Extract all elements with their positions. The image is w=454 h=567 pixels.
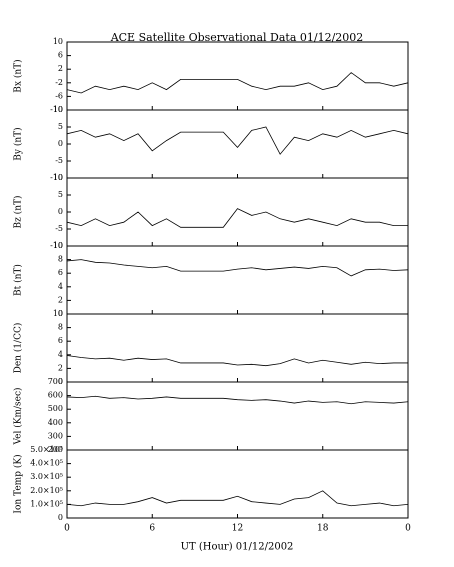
y-tick-label: 2 <box>58 363 63 372</box>
panel-frame <box>66 313 409 383</box>
y-tick-label: 1.0×10⁵ <box>30 499 63 508</box>
y-tick-label: 0 <box>58 207 63 216</box>
y-axis-label: Bx (nT) <box>13 59 24 92</box>
y-tick-label: 10 <box>53 105 63 114</box>
y-tick-label: 300 <box>48 431 63 440</box>
y-tick-label: 10 <box>53 37 63 46</box>
x-tick-label: 12 <box>232 524 243 534</box>
data-line <box>66 126 409 155</box>
y-tick-label: 0 <box>58 377 63 386</box>
data-line <box>66 490 409 507</box>
y-axis-label: Den (1/CC) <box>13 323 24 374</box>
y-tick-label: 4.0×10⁵ <box>30 459 63 468</box>
y-tick-label: 2 <box>58 295 63 304</box>
y-axis-label: Bt (nT) <box>13 264 24 296</box>
y-tick-label: -5 <box>55 156 63 165</box>
y-tick-label: 3.0×10⁵ <box>30 472 63 481</box>
data-line <box>66 72 409 94</box>
x-tick-label: 18 <box>317 524 329 534</box>
y-tick-label: 200 <box>48 445 63 454</box>
panel-frame <box>66 177 409 247</box>
y-tick-label: 400 <box>48 418 63 427</box>
panel-frame <box>66 41 409 111</box>
y-tick-label: -10 <box>50 173 63 182</box>
panel-frame <box>66 109 409 179</box>
panel-frame <box>66 245 409 315</box>
y-tick-label: 2.0×10⁵ <box>30 486 63 495</box>
y-tick-label: 5 <box>58 190 63 199</box>
y-tick-label: 0 <box>58 139 63 148</box>
y-axis-label: Bz (nT) <box>13 195 24 228</box>
x-tick-label: 6 <box>149 524 155 534</box>
y-tick-label: -10 <box>50 105 63 114</box>
y-tick-label: 8 <box>58 255 63 264</box>
y-tick-label: 0 <box>58 513 63 522</box>
y-tick-label: 500 <box>48 404 63 413</box>
data-line <box>66 355 408 367</box>
y-tick-label: 5.0×10⁵ <box>30 445 63 454</box>
y-tick-label: 4 <box>58 350 63 359</box>
y-tick-label: -10 <box>50 241 63 250</box>
y-tick-label: 10 <box>53 309 63 318</box>
y-axis-label: By (nT) <box>13 127 24 160</box>
y-tick-label: 10 <box>53 173 63 182</box>
y-tick-label: 10 <box>53 241 63 250</box>
y-tick-label: 700 <box>48 377 63 386</box>
y-tick-label: 2 <box>58 64 63 73</box>
y-tick-label: -2 <box>55 78 63 87</box>
panel-frame <box>66 381 409 451</box>
x-tick-label: 0 <box>64 524 70 534</box>
y-tick-label: 4 <box>58 282 63 291</box>
y-tick-label: -5 <box>55 224 63 233</box>
data-line <box>66 208 408 228</box>
y-axis-label: Vel (Km/sec) <box>13 387 24 445</box>
data-line <box>66 259 409 277</box>
y-tick-label: 5 <box>58 122 63 131</box>
y-tick-label: 6 <box>58 51 63 60</box>
y-tick-label: 0 <box>58 309 63 318</box>
y-tick-label: -6 <box>55 91 63 100</box>
y-tick-label: 6 <box>58 336 63 345</box>
y-tick-label: 8 <box>58 323 63 332</box>
chart-title: ACE Satellite Observational Data 01/12/2… <box>110 31 364 44</box>
x-tick-label: 0 <box>405 524 411 534</box>
y-tick-label: 6 <box>58 268 63 277</box>
y-axis-label: Ion Temp (K) <box>13 454 24 513</box>
y-tick-label: 600 <box>48 391 63 400</box>
x-axis-label: UT (Hour) 01/12/2002 <box>181 542 294 553</box>
panel-frame <box>66 449 409 519</box>
data-line <box>66 395 409 405</box>
